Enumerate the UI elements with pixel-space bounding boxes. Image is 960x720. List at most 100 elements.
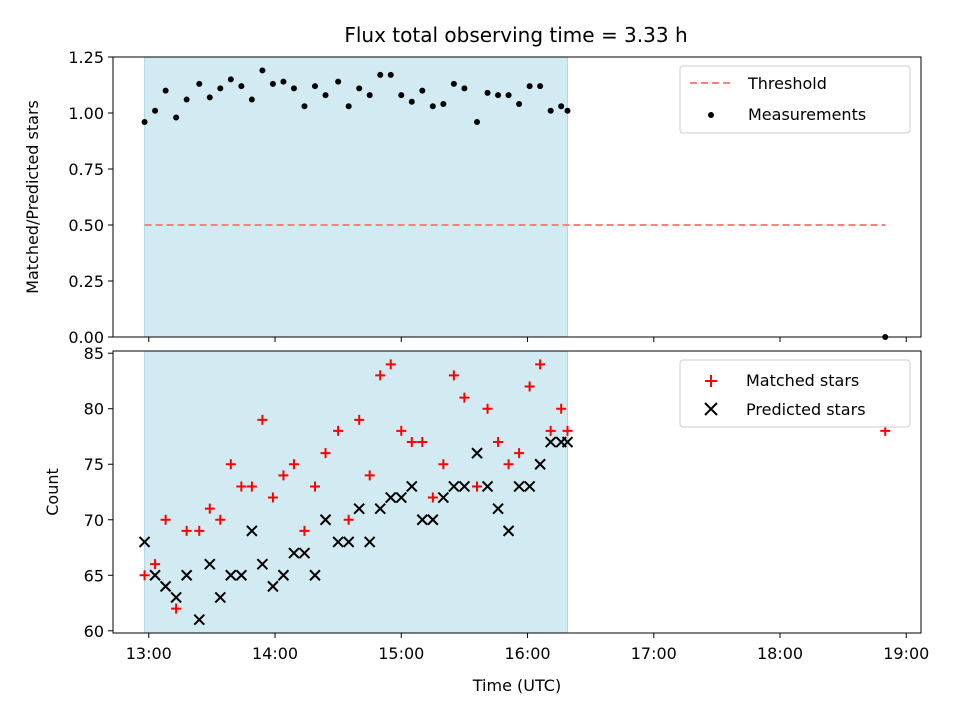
- matched-stars-point: [562, 425, 573, 436]
- chart-title: Flux total observing time = 3.33 h: [344, 23, 687, 47]
- matched-stars-point: [343, 514, 354, 525]
- measurement-point: [366, 92, 373, 99]
- measurement-point: [484, 89, 491, 96]
- measurement-point: [537, 83, 544, 90]
- matched-stars-point: [310, 481, 320, 492]
- predicted-stars-point: [246, 525, 258, 537]
- matched-stars-point: [556, 403, 567, 414]
- x-tick-label: 17:00: [631, 644, 677, 663]
- matched-stars-point: [299, 525, 310, 536]
- legend-measurements-label: Measurements: [748, 105, 866, 124]
- predicted-stars-point: [235, 569, 248, 581]
- matched-stars-point: [354, 414, 365, 425]
- measurement-point: [217, 85, 224, 92]
- y-tick-label: 70: [84, 511, 104, 530]
- observing-window-band: [144, 56, 568, 338]
- measurement-point: [429, 103, 436, 110]
- legend-predicted-swatch: [704, 402, 718, 416]
- x-tick-label: 15:00: [378, 644, 424, 663]
- matched-stars-point: [514, 448, 525, 459]
- measurement-point: [269, 80, 276, 87]
- matched-stars-point: [215, 514, 226, 525]
- observing-window-band: [144, 350, 568, 634]
- measurement-point: [259, 67, 266, 74]
- predicted-stars-point: [288, 547, 300, 559]
- predicted-stars-point: [159, 580, 172, 593]
- predicted-stars-point: [204, 558, 216, 570]
- predicted-stars-point: [513, 480, 525, 493]
- predicted-stars-point: [319, 514, 332, 526]
- predicted-stars-point: [416, 514, 429, 526]
- predicted-stars-point: [309, 569, 321, 581]
- top-plot-frame: [112, 56, 922, 338]
- predicted-stars-point: [267, 580, 279, 593]
- matched-stars-point: [139, 570, 150, 581]
- bottom-plot-frame: [112, 350, 922, 634]
- bottom-legend: Matched stars Predicted stars: [679, 359, 911, 428]
- predicted-stars-point: [481, 480, 494, 493]
- matched-stars-point: [545, 425, 556, 436]
- measurement-point: [419, 87, 426, 94]
- measurement-point: [450, 80, 457, 87]
- y-tick-label: 75: [84, 455, 104, 474]
- y-tick-label: 65: [84, 566, 104, 585]
- predicted-stars-point: [342, 536, 355, 548]
- matched-stars-point: [396, 425, 407, 436]
- bottom-y-axis-label: Count: [43, 468, 62, 516]
- measurement-point: [356, 85, 363, 92]
- measurement-point: [322, 92, 329, 99]
- predicted-stars-point: [149, 569, 161, 581]
- measurement-point: [461, 85, 468, 92]
- y-tick-label: 0.75: [68, 160, 104, 179]
- matched-stars-point: [385, 359, 396, 370]
- matched-stars-point: [364, 470, 375, 481]
- predicted-stars-point: [256, 558, 269, 570]
- measurement-point: [248, 96, 255, 103]
- measurement-point: [335, 78, 342, 85]
- measurement-point: [408, 98, 415, 105]
- measurement-point: [516, 101, 523, 108]
- measurement-point: [345, 103, 352, 110]
- y-tick-label: 1.00: [68, 104, 104, 123]
- matched-stars-point: [150, 559, 161, 570]
- matched-stars-point: [278, 470, 289, 481]
- measurement-point: [141, 118, 148, 125]
- matched-stars-point: [246, 481, 257, 492]
- measurement-point: [377, 71, 384, 78]
- predicted-stars-point: [427, 514, 439, 526]
- measurement-point: [564, 107, 571, 114]
- legend-threshold-label: Threshold: [747, 74, 827, 93]
- legend-matched-swatch: [705, 375, 717, 387]
- predicted-stars-point: [395, 491, 407, 504]
- x-tick-label: 19:00: [883, 644, 929, 663]
- matched-stars-point: [503, 459, 514, 470]
- matched-stars-point: [171, 603, 182, 614]
- predicted-stars-point: [471, 447, 483, 459]
- legend-measurements-swatch: [708, 112, 714, 118]
- matched-stars-point: [267, 492, 278, 503]
- measurement-point: [387, 71, 394, 78]
- legend-box: [679, 65, 911, 134]
- predicted-stars-point: [458, 480, 471, 493]
- y-tick-label: 85: [84, 344, 104, 363]
- matched-stars-point: [375, 370, 386, 381]
- x-axis-label: Time (UTC): [472, 676, 561, 695]
- y-tick-label: 0.00: [68, 328, 104, 347]
- x-tick-label: 14:00: [252, 644, 298, 663]
- predicted-stars-point: [544, 436, 557, 448]
- matched-stars-point: [438, 459, 449, 470]
- measurement-point: [183, 96, 190, 103]
- predicted-stars-point: [225, 569, 237, 581]
- x-tick-label: 13:00: [126, 644, 172, 663]
- measurement-point: [526, 83, 533, 90]
- predicted-stars-point: [523, 480, 536, 493]
- measurement-point: [558, 103, 565, 110]
- measurement-point: [301, 103, 308, 110]
- predicted-stars-point: [448, 480, 460, 493]
- measurement-point: [474, 118, 481, 125]
- predicted-stars-point: [170, 591, 182, 604]
- y-tick-label: 60: [84, 622, 104, 641]
- measurement-point: [440, 101, 447, 108]
- matched-stars-point: [524, 381, 535, 392]
- y-tick-label: 80: [84, 400, 104, 419]
